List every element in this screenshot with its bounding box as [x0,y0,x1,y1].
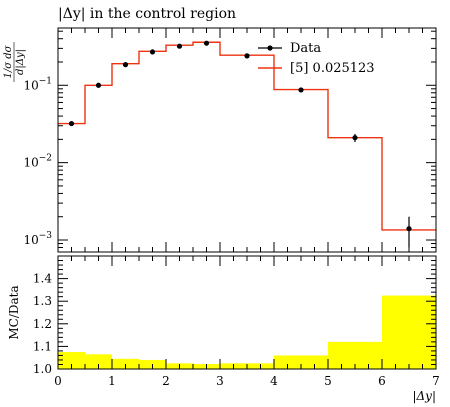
x-tick-label: 0 [54,374,62,388]
data-marker [176,43,183,49]
x-tick-label: 3 [216,374,224,388]
chart-title: |Δy| in the control region [58,6,236,22]
ratio-y-axis-label: MC/Data [7,285,21,339]
data-point [244,53,250,59]
ratio-y-tick-label: 1.3 [33,294,52,308]
main-y-label-numerator: 1/σ dσ [3,44,14,78]
main-y-axis-label: 1/σ dσ d|Δy| [3,42,26,82]
main-y-tick-label: 10−3 [23,231,52,247]
ratio-bar [112,358,139,369]
x-tick-label: 2 [162,374,170,388]
main-y-tick-label: 10−2 [23,154,52,170]
data-point [298,87,304,93]
data-point [176,43,183,49]
mc-prediction-histogram [58,41,436,231]
data-point [352,133,358,142]
data-points [68,40,412,248]
legend-label-data: Data [290,41,321,56]
ratio-y-tick-label: 1.1 [33,339,52,353]
data-marker [244,53,250,59]
ratio-y-tick-label: 1.4 [33,272,52,286]
ratio-bar [58,352,85,369]
data-marker [149,49,156,55]
x-tick-label: 4 [270,374,278,388]
data-point [95,82,102,88]
main-y-label-denominator: d|Δy| [15,49,26,75]
legend-entry-mc: [5] 0.025123 [258,61,375,76]
data-point [122,62,129,68]
ratio-band [58,295,436,369]
data-marker [203,40,210,46]
data-marker [68,120,75,127]
data-point [149,49,156,55]
ratio-plot-frame [57,255,437,370]
ratio-x-axis-ticks: 0 1 2 3 4 5 6 7 [54,256,440,388]
legend-marker-data-dot [267,45,273,51]
main-y-tick-label: 10−1 [23,76,52,92]
data-marker [95,82,102,88]
data-marker [298,87,304,93]
mc-step-line [58,41,436,231]
x-tick-label: 5 [324,374,332,388]
main-x-axis-ticks [57,28,437,252]
main-panel: 1/σ dσ d|Δy| 10−3 10−2 10−1 Data [5] 0.0251… [3,27,437,253]
main-y-axis-ticks: 10−3 10−2 10−1 [23,30,436,253]
x-axis-label: |Δy| [412,389,436,403]
ratio-bar [85,354,112,369]
ratio-panel: 1.0 1.1 1.2 1.3 1.4 0 1 2 3 4 5 6 7 MC/Data |Δy| [7,255,440,403]
x-tick-label: 1 [108,374,116,388]
data-point [406,216,412,248]
data-marker [406,226,412,232]
x-tick-label: 6 [378,374,386,388]
data-marker [352,135,358,141]
ratio-y-tick-label: 1.2 [33,317,52,331]
data-marker [122,62,129,68]
ratio-y-axis-ticks: 1.0 1.1 1.2 1.3 1.4 [33,255,436,376]
data-point [203,40,210,46]
main-plot-frame [57,27,437,253]
data-point [68,120,75,127]
x-tick-label: 7 [432,374,440,388]
legend-label-mc: [5] 0.025123 [290,61,375,76]
ratio-bar [382,295,436,369]
legend-entry-data: Data [258,41,321,56]
legend: Data [5] 0.025123 [258,41,375,76]
ratio-y-tick-label: 1.0 [33,362,52,376]
